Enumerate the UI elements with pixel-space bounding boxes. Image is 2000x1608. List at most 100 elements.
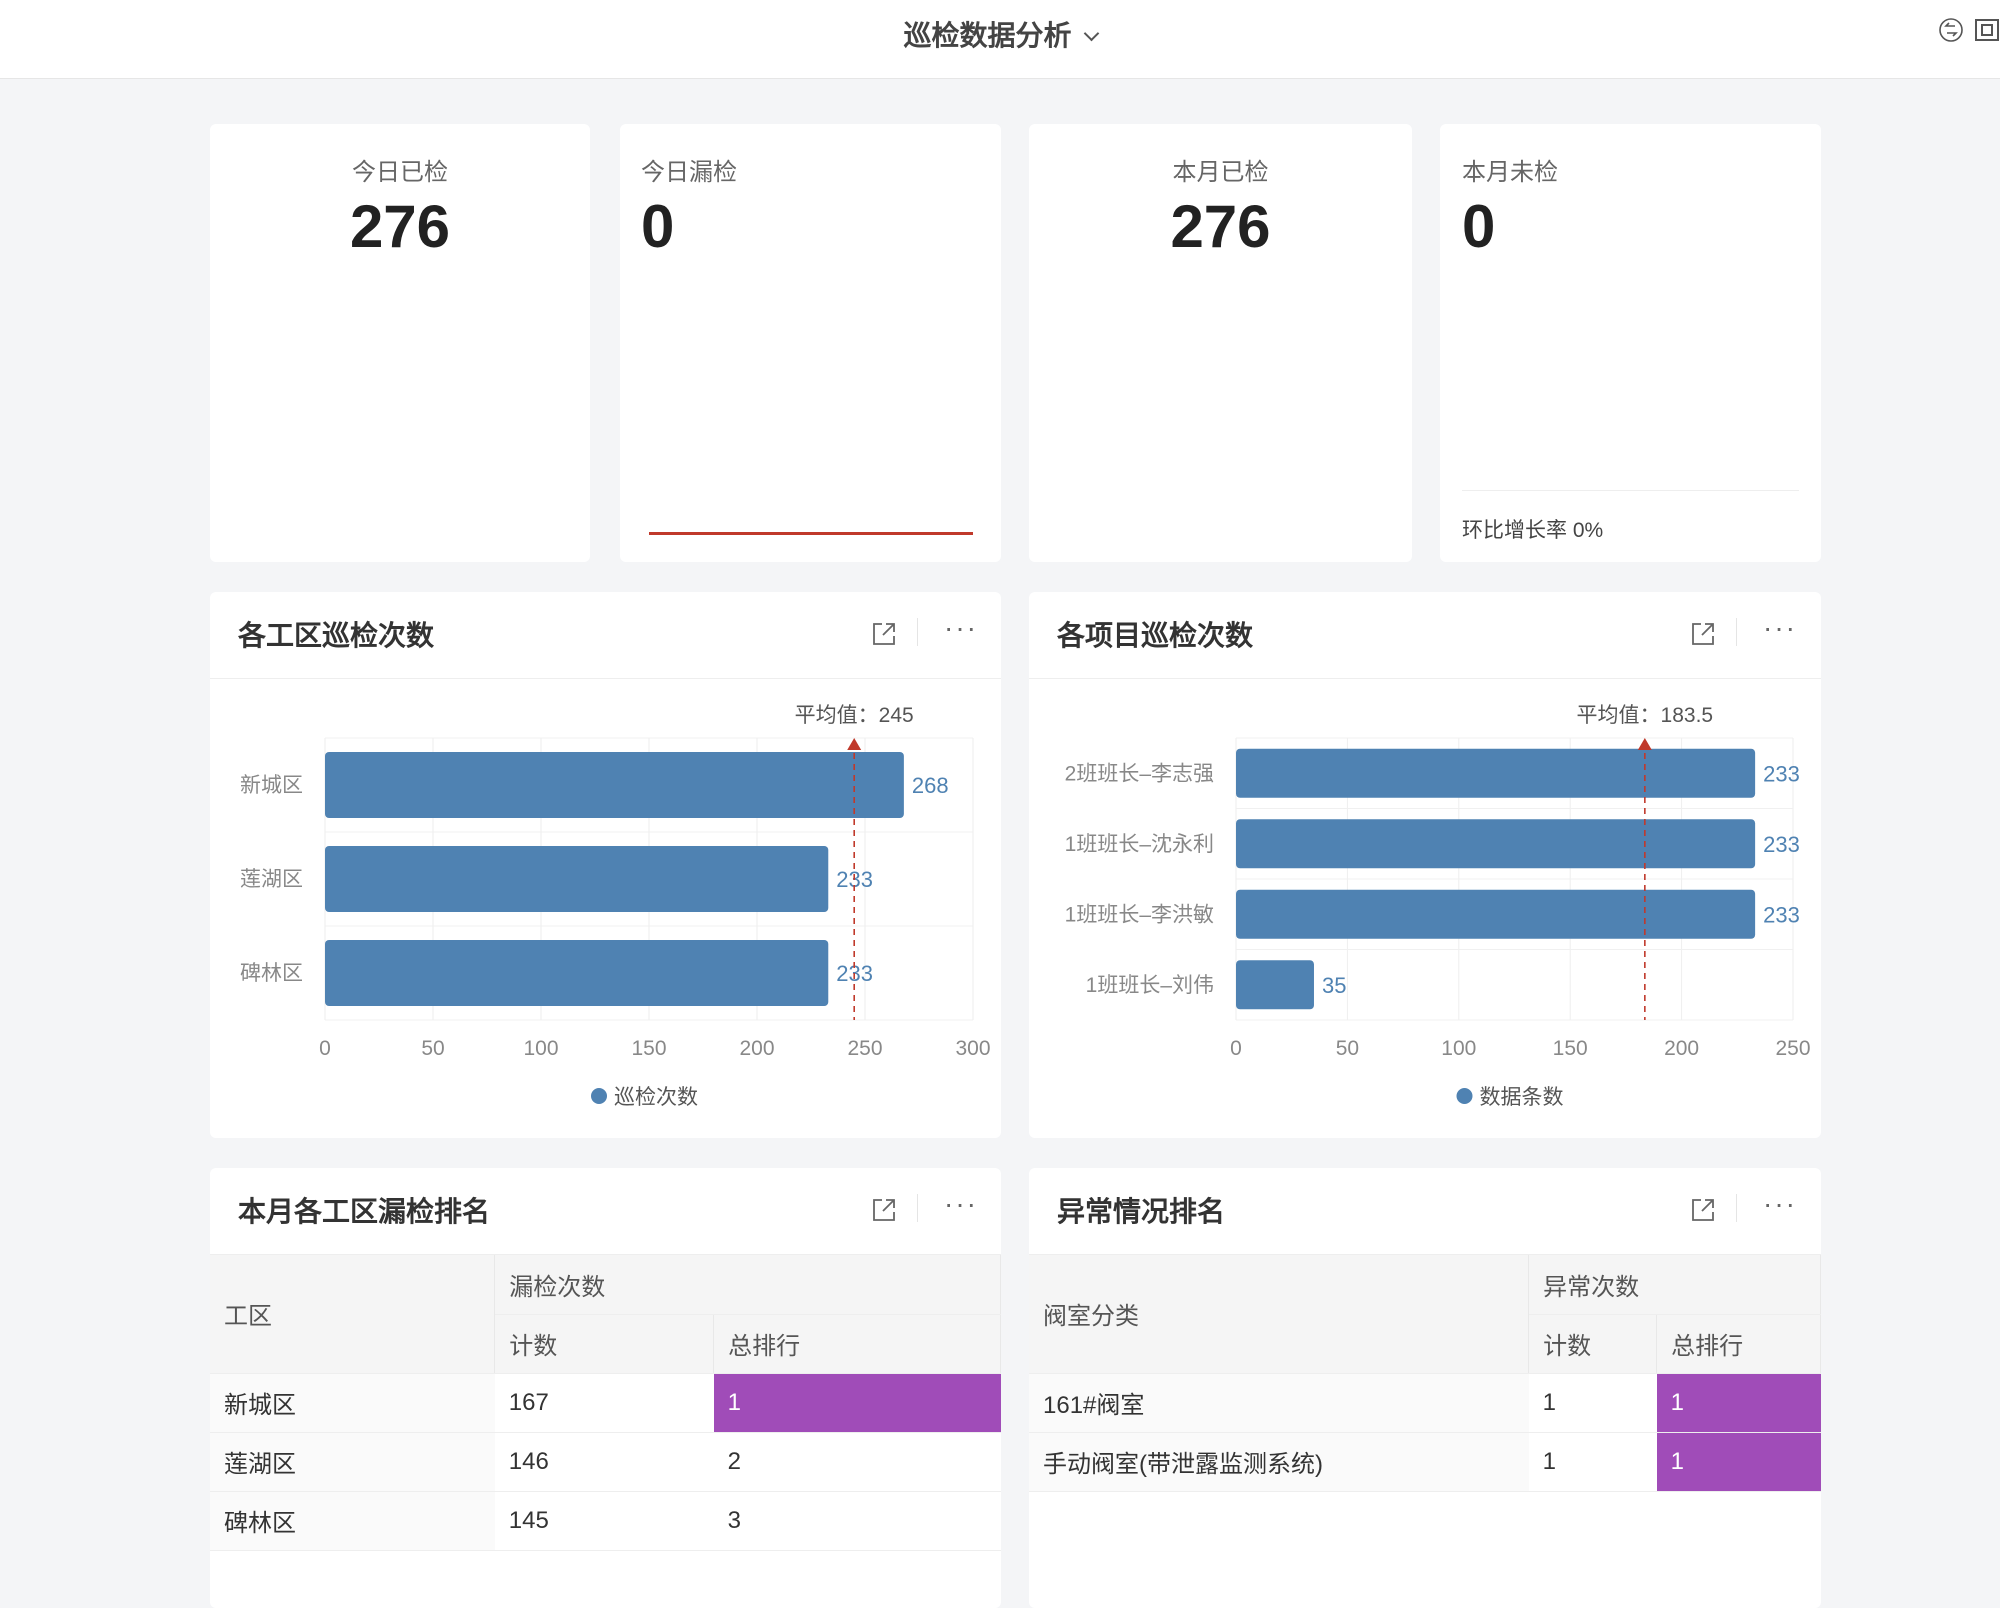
fullscreen-icon[interactable] xyxy=(1974,17,2000,43)
cell-name: 莲湖区 xyxy=(210,1432,495,1492)
table-header-row: 计数 总排行 xyxy=(1029,1314,1821,1374)
dashboard-title: 巡检数据分析 xyxy=(903,20,1072,51)
bar xyxy=(325,940,829,1006)
legend-marker xyxy=(1456,1088,1473,1104)
kpi-label: 本月未检 xyxy=(1462,159,1558,186)
y-category-label: 莲湖区 xyxy=(240,868,303,891)
legend-label: 巡检次数 xyxy=(614,1086,698,1109)
bar xyxy=(325,846,829,912)
x-tick-label: 100 xyxy=(523,1037,558,1060)
column-group-header: 异常次数 xyxy=(1528,1255,1821,1315)
y-category-label: 碑林区 xyxy=(240,962,303,985)
divider xyxy=(1462,490,1799,491)
more-icon[interactable]: ··· xyxy=(1763,612,1797,643)
kpi-card-month-checked: 本月已检 276 xyxy=(1029,124,1412,562)
x-tick-label: 100 xyxy=(1441,1037,1476,1060)
kpi-value: 0 xyxy=(641,193,675,260)
external-link-icon[interactable] xyxy=(870,1196,898,1224)
panel-header xyxy=(210,1168,1001,1255)
column-header: 总排行 xyxy=(1656,1314,1821,1374)
cell-name: 161#阀室 xyxy=(1029,1373,1529,1433)
table-row[interactable]: 莲湖区 146 2 xyxy=(210,1432,1001,1492)
anomaly-ranking-table: 阀室分类 异常次数 计数 总排行 161#阀室 1 1 手动阀室(带泄露监测系统) 1 1 xyxy=(1029,1255,1821,1492)
average-label: 平均值：183.5 xyxy=(1577,704,1714,727)
kpi-card-today-checked: 今日已检 276 xyxy=(210,124,590,562)
cell-rank: 1 xyxy=(1656,1373,1821,1433)
legend-marker xyxy=(591,1088,607,1104)
x-tick-label: 50 xyxy=(421,1037,444,1060)
x-tick-label: 200 xyxy=(1664,1037,1699,1060)
panel-title: 各项目巡检次数 xyxy=(1057,620,1254,651)
x-tick-label: 50 xyxy=(1336,1037,1359,1060)
table-header-row: 计数 总排行 xyxy=(210,1314,1001,1374)
cell-rank: 3 xyxy=(713,1491,1001,1551)
x-tick-label: 150 xyxy=(631,1037,666,1060)
table-row[interactable]: 新城区 167 1 xyxy=(210,1373,1001,1433)
column-header: 计数 xyxy=(494,1314,715,1374)
data-label: 233 xyxy=(1763,902,1800,927)
x-tick-label: 200 xyxy=(739,1037,774,1060)
cell-name: 新城区 xyxy=(210,1373,495,1433)
average-arrow xyxy=(1637,738,1652,750)
column-header: 阀室分类 xyxy=(1029,1255,1530,1374)
table-row[interactable]: 手动阀室(带泄露监测系统) 1 1 xyxy=(1029,1432,1821,1492)
kpi-value: 0 xyxy=(1462,193,1496,260)
data-label: 35 xyxy=(1322,973,1346,998)
table-panel-missed: 本月各工区漏检排名 ··· 工区 漏检次数 计数 总排行 新城区 167 1 莲湖区 146 2 碑… xyxy=(210,1168,1001,1608)
dashboard-title-dropdown[interactable]: 巡检数据分析 xyxy=(0,14,2000,54)
external-link-icon[interactable] xyxy=(1689,620,1717,648)
data-label: 233 xyxy=(1763,761,1800,786)
kpi-value: 276 xyxy=(1170,193,1271,260)
external-link-icon[interactable] xyxy=(870,620,898,648)
bar xyxy=(1236,748,1756,798)
external-link-icon[interactable] xyxy=(1689,1196,1717,1224)
more-icon[interactable]: ··· xyxy=(944,1188,978,1219)
header: 巡检数据分析 xyxy=(0,0,2000,79)
more-icon[interactable]: ··· xyxy=(944,612,978,643)
column-header: 工区 xyxy=(210,1255,496,1374)
panel-title: 本月各工区漏检排名 xyxy=(238,1196,491,1227)
column-header: 计数 xyxy=(1528,1314,1658,1374)
bar xyxy=(1236,819,1756,869)
chevron-down-icon xyxy=(1083,25,1099,42)
x-tick-label: 250 xyxy=(847,1037,882,1060)
table-row[interactable]: 161#阀室 1 1 xyxy=(1029,1373,1821,1433)
sync-icon[interactable] xyxy=(1938,17,1964,43)
table-panel-anomaly: 异常情况排名 ··· 阀室分类 异常次数 计数 总排行 161#阀室 1 1 手动阀室(带泄露… xyxy=(1029,1168,1821,1608)
cell-count: 145 xyxy=(494,1491,714,1551)
bar xyxy=(1236,889,1756,939)
x-tick-label: 300 xyxy=(955,1037,990,1060)
cell-rank: 1 xyxy=(1656,1432,1821,1492)
kpi-card-month-unchecked: 本月未检 0 环比增长率 0% xyxy=(1440,124,1821,562)
kpi-label: 今日已检 xyxy=(352,159,448,186)
panel-header xyxy=(210,592,1001,679)
panel-header xyxy=(1029,1168,1821,1255)
cell-rank: 1 xyxy=(713,1373,1001,1433)
average-arrow xyxy=(847,738,862,750)
y-category-label: 2班班长–李志强 xyxy=(1065,762,1214,785)
chart-panel-project: 各项目巡检次数 ··· 0 50 100 150 200 250 2班班长–李志强 233 1班… xyxy=(1029,592,1821,1138)
chart-panel-district: 各工区巡检次数 ··· 0 50 100 150 200 250 300 新城区 268 莲湖区 2… xyxy=(210,592,1001,1138)
x-tick-label: 250 xyxy=(1775,1037,1810,1060)
table-header-row: 工区 漏检次数 xyxy=(210,1255,1001,1374)
sparkline xyxy=(649,532,973,535)
kpi-value: 276 xyxy=(349,193,451,260)
average-label: 平均值：245 xyxy=(795,704,914,727)
x-tick-label: 150 xyxy=(1553,1037,1588,1060)
cell-name: 手动阀室(带泄露监测系统) xyxy=(1029,1432,1529,1492)
table-header-row: 阀室分类 异常次数 xyxy=(1029,1255,1821,1374)
y-category-label: 1班班长–沈永利 xyxy=(1065,833,1214,856)
y-category-label: 新城区 xyxy=(240,774,303,797)
cell-count: 146 xyxy=(494,1432,714,1492)
bar xyxy=(325,752,904,818)
missed-ranking-table: 工区 漏检次数 计数 总排行 新城区 167 1 莲湖区 146 2 碑林区 145 3 xyxy=(210,1255,1001,1551)
y-category-label: 1班班长–刘伟 xyxy=(1086,974,1214,997)
kpi-card-today-missed: 今日漏检 0 xyxy=(620,124,1001,562)
kpi-label: 本月已检 xyxy=(1172,159,1269,186)
more-icon[interactable]: ··· xyxy=(1763,1188,1797,1219)
kpi-label: 今日漏检 xyxy=(641,159,737,186)
table-row[interactable]: 碑林区 145 3 xyxy=(210,1491,1001,1551)
cell-count: 167 xyxy=(494,1373,714,1433)
cell-count: 1 xyxy=(1528,1373,1657,1433)
